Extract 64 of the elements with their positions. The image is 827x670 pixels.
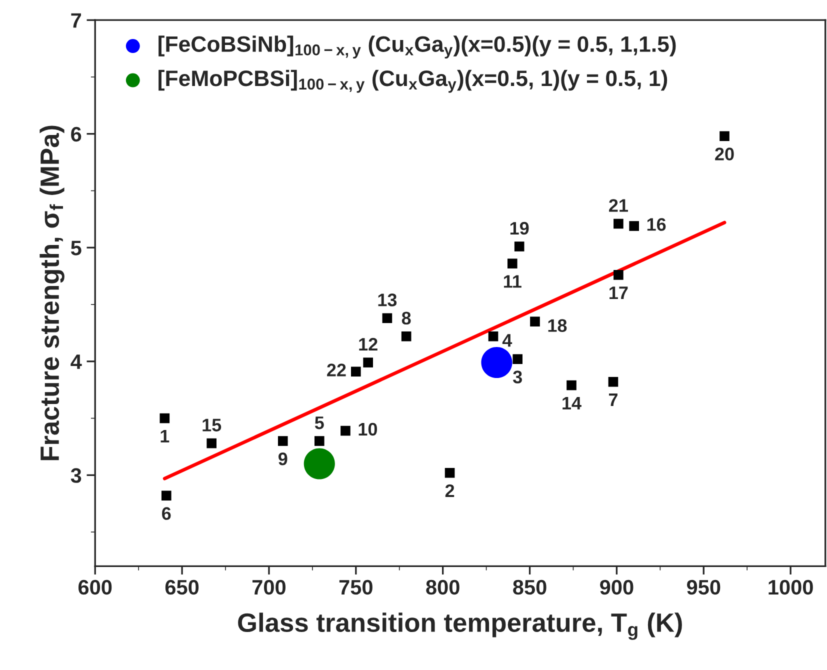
annotation: 5 [314,416,324,430]
annotation: 17 [610,286,628,300]
y-tick-label: 5 [70,240,82,256]
point [161,490,172,501]
point [614,270,624,280]
x-tick-label: 800 [426,580,460,595]
point [608,376,618,387]
x-tick-label: 600 [78,580,112,595]
x-tick-label: 650 [165,580,199,595]
point [530,316,540,326]
point [350,366,361,377]
annotation: 10 [358,422,377,436]
annotation: 16 [647,218,666,231]
annotation: 11 [504,275,522,288]
annotation: 22 [327,364,346,376]
annotation: 21 [609,199,628,212]
annotation: 12 [359,338,378,351]
x-tick-label: 950 [686,580,720,595]
annotation: 4 [502,334,512,347]
annotation: 7 [608,394,618,406]
annotation: 3 [512,370,522,384]
point [629,221,640,231]
point [363,358,373,368]
legend-label: [FeMoPCBSi]$_{100−x,y}$ (Cu$_{x}$Ga$_{y}$)(x=0.5, 1)(y = 0.5, 1) [158,70,668,93]
annotation: 9 [278,452,288,466]
point [206,438,217,448]
y-tick-label: 4 [70,354,82,369]
point [340,426,350,436]
annotation: 20 [715,148,734,160]
annotation: 15 [202,418,222,432]
point [507,258,518,268]
y-tick-label: 7 [71,13,81,28]
annotation: 6 [162,507,171,520]
x-tick-label: 1000 [768,580,813,595]
x-axis-title: Glass transition temperature, T$_{g}$ (K) [238,612,682,640]
annotation: 18 [548,319,567,332]
x-tick-label: 700 [252,580,286,595]
point [444,468,455,478]
x-tick-label: 900 [600,580,634,595]
point [314,436,324,446]
point [481,346,512,378]
annotation: 2 [445,484,454,497]
x-tick-label: 850 [513,580,546,595]
point [278,436,288,446]
y-tick-label: 6 [71,126,82,142]
point [160,413,170,424]
point [488,331,498,342]
y-axis-title: Fracture strength, σ$_{f}$ (MPa) [40,126,64,460]
annotation: 19 [510,222,529,235]
point [382,313,392,324]
point [304,448,335,480]
annotation: 14 [562,396,582,410]
point [401,331,412,342]
point [514,242,524,252]
annotation: 1 [160,430,170,442]
x-tick-label: 750 [339,580,372,595]
y-tick-label: 3 [70,468,82,483]
point [566,380,576,390]
point [720,131,730,142]
annotation: 8 [402,312,411,325]
point [614,218,624,229]
annotation: 13 [378,294,397,306]
legend-label: [FeCoBSiNb]$_{100−x,y}$ (Cu$_{x}$Ga$_{y}$)(x=0.5)(y = 0.5, 1,1.5) [158,36,676,59]
point [512,354,523,364]
